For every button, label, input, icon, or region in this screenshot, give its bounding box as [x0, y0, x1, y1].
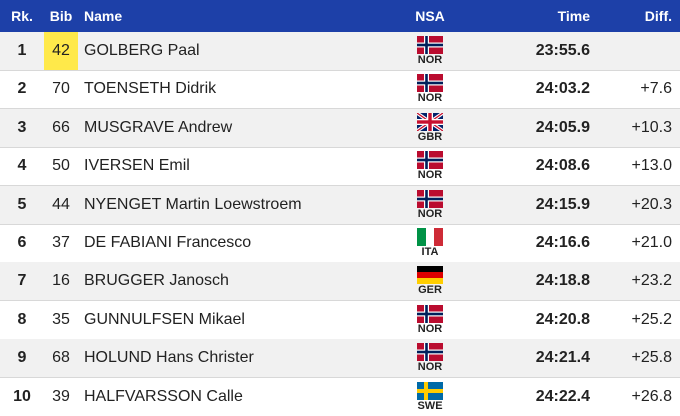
- flag: [417, 266, 443, 285]
- rank: 5: [17, 195, 27, 213]
- athlete-name: NYENGET Martin Loewstroem: [84, 195, 302, 213]
- time: 24:22.4: [535, 387, 590, 405]
- rank: 1: [17, 42, 27, 59]
- athlete-name: GUNNULFSEN Mikael: [84, 310, 245, 328]
- nsa: NOR: [400, 147, 460, 185]
- athlete-name: TOENSETH Didrik: [84, 80, 217, 98]
- result-row: 10 39 HALFVARSSON Calle SWE 24:22.4 +26.8: [0, 378, 680, 416]
- diff: +10.3: [631, 118, 672, 136]
- flag: [417, 343, 443, 362]
- nsa: NOR: [400, 70, 460, 108]
- time: 24:20.8: [535, 310, 590, 328]
- rank: 2: [17, 80, 27, 98]
- rank: 3: [17, 118, 27, 136]
- flag: [417, 112, 443, 131]
- header-row: Rk. Bib Name NSA Time Diff.: [0, 0, 680, 32]
- time: 24:21.4: [535, 349, 590, 367]
- result-row: 7 16 BRUGGER Janosch GER 24:18.8 +23.2: [0, 262, 680, 302]
- nsa-code: NOR: [417, 322, 443, 335]
- nsa: GER: [400, 262, 460, 300]
- bib: 16: [52, 272, 70, 290]
- athlete-name: GOLBERG Paal: [84, 42, 200, 59]
- nsa: NOR: [400, 301, 460, 339]
- rank: 4: [17, 157, 27, 175]
- header-cell: Diff.: [644, 8, 672, 24]
- rank: 7: [17, 272, 27, 290]
- diff: +25.2: [631, 310, 672, 328]
- nsa-code: NOR: [417, 361, 443, 374]
- flag: [417, 304, 443, 323]
- rank: 6: [17, 234, 27, 251]
- nsa: NOR: [400, 186, 460, 224]
- diff: +26.8: [631, 387, 672, 405]
- header-cell: Time: [557, 8, 590, 24]
- result-row: 1 42 GOLBERG Paal NOR 23:55.6: [0, 32, 680, 71]
- diff: +20.3: [631, 195, 672, 213]
- flag: [417, 381, 443, 400]
- result-row: 9 68 HOLUND Hans Christer NOR 24:21.4 +25.8: [0, 339, 680, 379]
- bib: 42: [44, 32, 78, 70]
- time: 24:18.8: [535, 272, 590, 290]
- header-cell: Name: [84, 8, 123, 24]
- time: 24:03.2: [535, 80, 590, 98]
- nsa-code: SWE: [417, 399, 443, 412]
- athlete-name: MUSGRAVE Andrew: [84, 118, 233, 136]
- nsa-code: NOR: [417, 54, 443, 66]
- nsa-code: GER: [418, 284, 442, 297]
- bib: 39: [52, 387, 70, 405]
- nsa-code: GBR: [417, 130, 443, 143]
- bib: 66: [52, 118, 70, 136]
- athlete-name: DE FABIANI Francesco: [84, 234, 252, 251]
- nsa-code: ITA: [421, 246, 439, 258]
- diff: +25.8: [631, 349, 672, 367]
- time: 24:08.6: [535, 157, 590, 175]
- bib: 35: [52, 310, 70, 328]
- result-row: 4 50 IVERSEN Emil NOR 24:08.6 +13.0: [0, 147, 680, 187]
- bib: 68: [52, 349, 70, 367]
- result-row: 5 44 NYENGET Martin Loewstroem NOR 24:15.9 +2…: [0, 185, 680, 225]
- athlete-name: IVERSEN Emil: [84, 157, 190, 175]
- flag: [417, 228, 443, 246]
- time: 24:16.6: [535, 234, 590, 251]
- result-row: 8 35 GUNNULFSEN Mikael NOR 24:20.8 +25.2: [0, 301, 680, 340]
- athlete-name: HOLUND Hans Christer: [84, 349, 254, 367]
- nsa-code: NOR: [417, 92, 443, 105]
- time: 23:55.6: [535, 42, 590, 59]
- rank: 9: [17, 349, 27, 367]
- diff: +21.0: [631, 234, 672, 251]
- bib: 37: [52, 234, 70, 251]
- result-row: 2 70 TOENSETH Didrik NOR 24:03.2 +7.6: [0, 70, 680, 110]
- time: 24:05.9: [535, 118, 590, 136]
- time: 24:15.9: [535, 195, 590, 213]
- flag: [417, 74, 443, 93]
- diff: +23.2: [631, 272, 672, 290]
- header-cell: Rk.: [11, 8, 33, 24]
- athlete-name: BRUGGER Janosch: [84, 272, 229, 290]
- rank: 8: [17, 310, 27, 328]
- nsa: NOR: [400, 339, 460, 377]
- header-cell: NSA: [415, 8, 445, 24]
- result-row: 3 66 MUSGRAVE Andrew GBR 24:05.9 +10.3: [0, 108, 680, 148]
- header-cell: Bib: [49, 8, 73, 24]
- nsa-code: NOR: [417, 169, 443, 182]
- nsa: GBR: [400, 109, 460, 147]
- bib: 44: [52, 195, 70, 213]
- nsa: ITA: [400, 224, 460, 262]
- athlete-name: HALFVARSSON Calle: [84, 387, 243, 405]
- bib: 50: [52, 157, 70, 175]
- flag: [417, 189, 443, 208]
- bib: 70: [52, 80, 70, 98]
- result-row: 6 37 DE FABIANI Francesco ITA 24:16.6 +21.0: [0, 224, 680, 263]
- diff: +7.6: [640, 80, 672, 98]
- nsa: NOR: [400, 32, 460, 70]
- diff: +13.0: [631, 157, 672, 175]
- flag: [417, 36, 443, 54]
- nsa: SWE: [400, 378, 460, 416]
- flag: [417, 151, 443, 170]
- rank: 10: [13, 387, 31, 405]
- nsa-code: NOR: [417, 207, 443, 220]
